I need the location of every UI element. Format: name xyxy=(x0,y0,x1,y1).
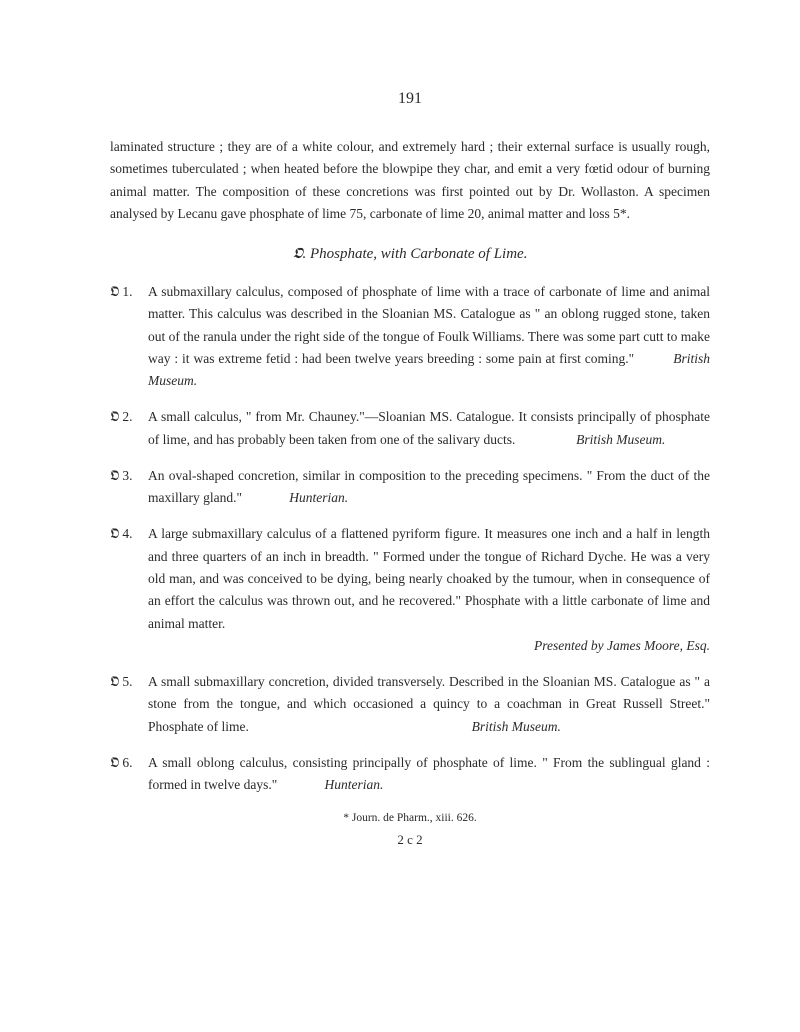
entry-body: A large submaxillary calculus of a flatt… xyxy=(148,523,710,657)
section-prefix: 𝕺. xyxy=(293,246,307,262)
footnote: * Journ. de Pharm., xiii. 626. xyxy=(110,812,710,824)
intro-paragraph: laminated structure ; they are of a whit… xyxy=(110,136,710,225)
entry-label: 𝕺 2. xyxy=(110,406,148,451)
entry-text: A small oblong calculus, consisting prin… xyxy=(148,755,710,792)
signature-mark: 2 c 2 xyxy=(110,832,710,848)
section-heading: 𝕺. Phosphate, with Carbonate of Lime. xyxy=(110,245,710,263)
entry-body: An oval-shaped concretion, similar in co… xyxy=(148,465,710,510)
entry-attribution: Hunterian. xyxy=(324,777,383,792)
entry-attribution: British Museum. xyxy=(576,432,665,447)
entry-label: 𝕺 6. xyxy=(110,752,148,797)
entry-text: An oval-shaped concretion, similar in co… xyxy=(148,468,710,505)
catalogue-entry: 𝕺 4. A large submaxillary calculus of a … xyxy=(110,523,710,657)
catalogue-entry: 𝕺 5. A small submaxillary concretion, di… xyxy=(110,671,710,738)
entry-attribution: Hunterian. xyxy=(289,490,348,505)
entry-attribution: British Museum. xyxy=(472,719,561,734)
entry-body: A small oblong calculus, consisting prin… xyxy=(148,752,710,797)
entry-label: 𝕺 5. xyxy=(110,671,148,738)
entry-text: A large submaxillary calculus of a flatt… xyxy=(148,526,710,630)
entry-attribution-line: Presented by James Moore, Esq. xyxy=(148,635,710,657)
entry-body: A small submaxillary concretion, divided… xyxy=(148,671,710,738)
catalogue-entry: 𝕺 1. A submaxillary calculus, composed o… xyxy=(110,281,710,392)
entry-body: A small calculus, " from Mr. Chauney."—S… xyxy=(148,406,710,451)
entry-label: 𝕺 3. xyxy=(110,465,148,510)
page-number: 191 xyxy=(110,90,710,108)
entry-text: A small submaxillary concretion, divided… xyxy=(148,674,710,734)
catalogue-entry: 𝕺 3. An oval-shaped concretion, similar … xyxy=(110,465,710,510)
entry-text: A submaxillary calculus, composed of pho… xyxy=(148,284,710,366)
section-title: Phosphate, with Carbonate of Lime. xyxy=(310,246,528,262)
entry-label: 𝕺 4. xyxy=(110,523,148,657)
catalogue-entry: 𝕺 6. A small oblong calculus, consisting… xyxy=(110,752,710,797)
entry-body: A submaxillary calculus, composed of pho… xyxy=(148,281,710,392)
catalogue-entry: 𝕺 2. A small calculus, " from Mr. Chaune… xyxy=(110,406,710,451)
document-page: 191 laminated structure ; they are of a … xyxy=(0,0,800,888)
entry-label: 𝕺 1. xyxy=(110,281,148,392)
